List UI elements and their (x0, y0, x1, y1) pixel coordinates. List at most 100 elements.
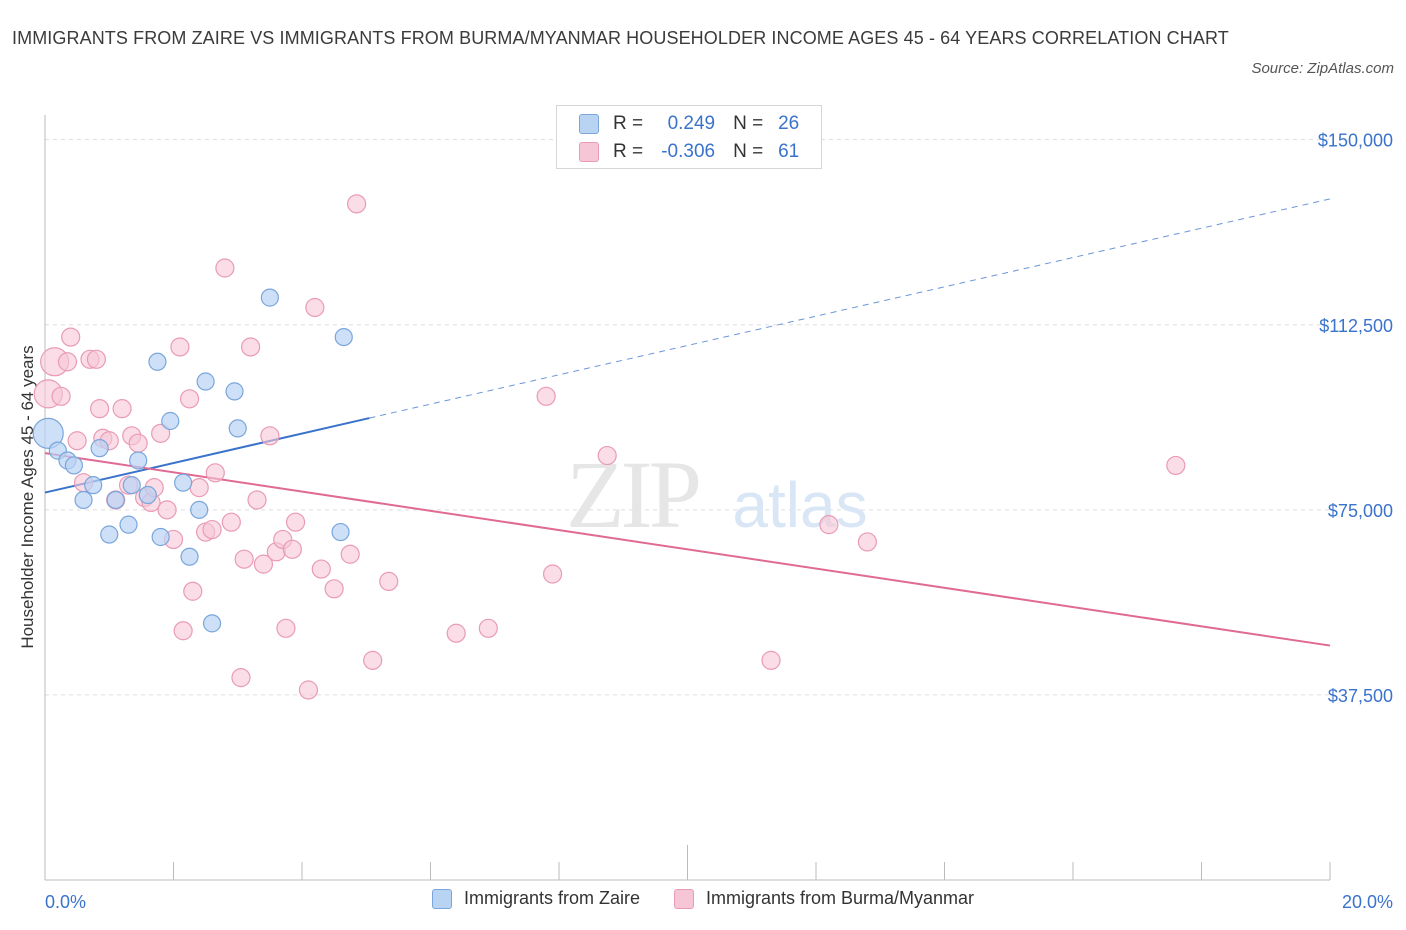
point-burma (347, 194, 367, 214)
point-burma (86, 349, 107, 369)
point-burma (128, 433, 148, 453)
point-zaire (161, 411, 180, 431)
legend-row-zaire: R = 0.249 N = 26 (579, 111, 799, 137)
point-burma (205, 463, 225, 483)
point-zaire (84, 476, 103, 495)
point-burma (61, 327, 81, 347)
watermark-zip: ZIP (566, 441, 699, 548)
point-burma (340, 544, 360, 564)
point-burma (446, 623, 466, 643)
y-tick-label: $75,000 (1328, 501, 1393, 521)
r-value-burma: -0.306 (661, 141, 716, 162)
watermark: ZIP atlas (566, 441, 868, 548)
point-zaire (202, 614, 222, 633)
legend-swatch-burma (579, 142, 599, 162)
point-burma (1166, 455, 1186, 476)
y-tick-label: $150,000 (1318, 131, 1393, 151)
point-burma (67, 431, 87, 451)
point-burma (215, 258, 235, 278)
point-zaire (119, 515, 138, 534)
series-legend: Immigrants from Zaire Immigrants from Bu… (0, 888, 1406, 909)
point-burma (276, 618, 296, 638)
point-burma (819, 515, 839, 535)
n-value-zaire: 26 (778, 113, 800, 134)
point-burma (51, 386, 71, 406)
point-burma (90, 399, 110, 419)
point-zaire (138, 485, 157, 505)
x-tick-label-min: 0.0% (45, 892, 86, 912)
point-zaire (106, 490, 125, 510)
legend-item-burma[interactable]: Immigrants from Burma/Myanmar (673, 888, 975, 909)
legend-swatch-zaire (431, 888, 452, 909)
point-burma (597, 445, 617, 466)
trend-line-burma (44, 452, 1331, 647)
point-burma (324, 579, 344, 599)
point-zaire (122, 476, 141, 495)
point-burma (189, 478, 209, 498)
point-burma (173, 621, 193, 641)
point-burma (112, 399, 132, 419)
chart-title: IMMIGRANTS FROM ZAIRE VS IMMIGRANTS FROM… (12, 28, 1229, 48)
point-burma (253, 554, 274, 574)
point-zaire (148, 352, 167, 371)
n-label: N = (733, 113, 764, 134)
point-burma (542, 564, 563, 584)
point-burma (151, 423, 171, 443)
point-zaire (90, 439, 109, 458)
point-zaire (180, 547, 199, 566)
x-tick-label-max: 20.0% (1342, 892, 1393, 912)
legend-label-burma: Immigrants from Burma/Myanmar (705, 888, 975, 908)
point-burma (241, 337, 261, 357)
point-burma (183, 581, 203, 601)
point-burma (285, 512, 306, 532)
y-tick-label: $112,500 (1319, 316, 1393, 336)
y-tick-label: $37,500 (1328, 686, 1393, 706)
r-label: R = (613, 113, 644, 134)
point-zaire (74, 490, 93, 510)
n-label: N = (733, 141, 764, 162)
point-burma (363, 650, 383, 670)
n-value-burma: 61 (778, 141, 800, 162)
point-zaire (228, 419, 247, 438)
point-burma (260, 426, 280, 446)
grid-lines (45, 139, 1330, 696)
point-burma (478, 618, 498, 638)
point-burma (234, 549, 254, 569)
trend-line-zaire-extension (369, 198, 1331, 419)
axes (44, 115, 1331, 881)
point-burma (298, 680, 319, 700)
point-burma (311, 559, 331, 579)
point-burma (179, 389, 200, 409)
point-zaire (151, 527, 170, 547)
point-zaire (100, 525, 119, 544)
point-burma (231, 668, 251, 688)
point-burma (247, 490, 267, 510)
correlation-legend: R = 0.249 N = 26 R = -0.306 N = 61 (556, 105, 822, 169)
legend-swatch-zaire (579, 114, 599, 134)
legend-swatch-burma (673, 888, 694, 909)
point-burma (170, 337, 190, 357)
point-burma (157, 500, 177, 520)
legend-item-zaire[interactable]: Immigrants from Zaire (431, 888, 640, 909)
point-zaire (129, 451, 148, 470)
tick-labels: $37,500 $75,000 $112,500 $150,000 0.0% 20.0% (45, 131, 1393, 912)
point-zaire (331, 522, 350, 542)
source-label: Source: ZipAtlas.com (1251, 60, 1394, 77)
point-zaire (260, 288, 279, 307)
point-burma (305, 297, 325, 318)
point-burma (379, 571, 399, 592)
point-zaire (190, 500, 209, 519)
point-zaire (225, 382, 244, 401)
r-label: R = (613, 141, 644, 162)
point-burma (221, 512, 241, 532)
point-burma (857, 532, 878, 552)
point-zaire (174, 473, 193, 492)
point-zaire (196, 372, 215, 391)
point-zaire (64, 456, 84, 475)
legend-label-zaire: Immigrants from Zaire (463, 888, 640, 908)
point-zaire (334, 327, 353, 347)
point-burma (761, 650, 781, 670)
watermark-atlas: atlas (732, 469, 867, 541)
data-points (32, 194, 1186, 700)
